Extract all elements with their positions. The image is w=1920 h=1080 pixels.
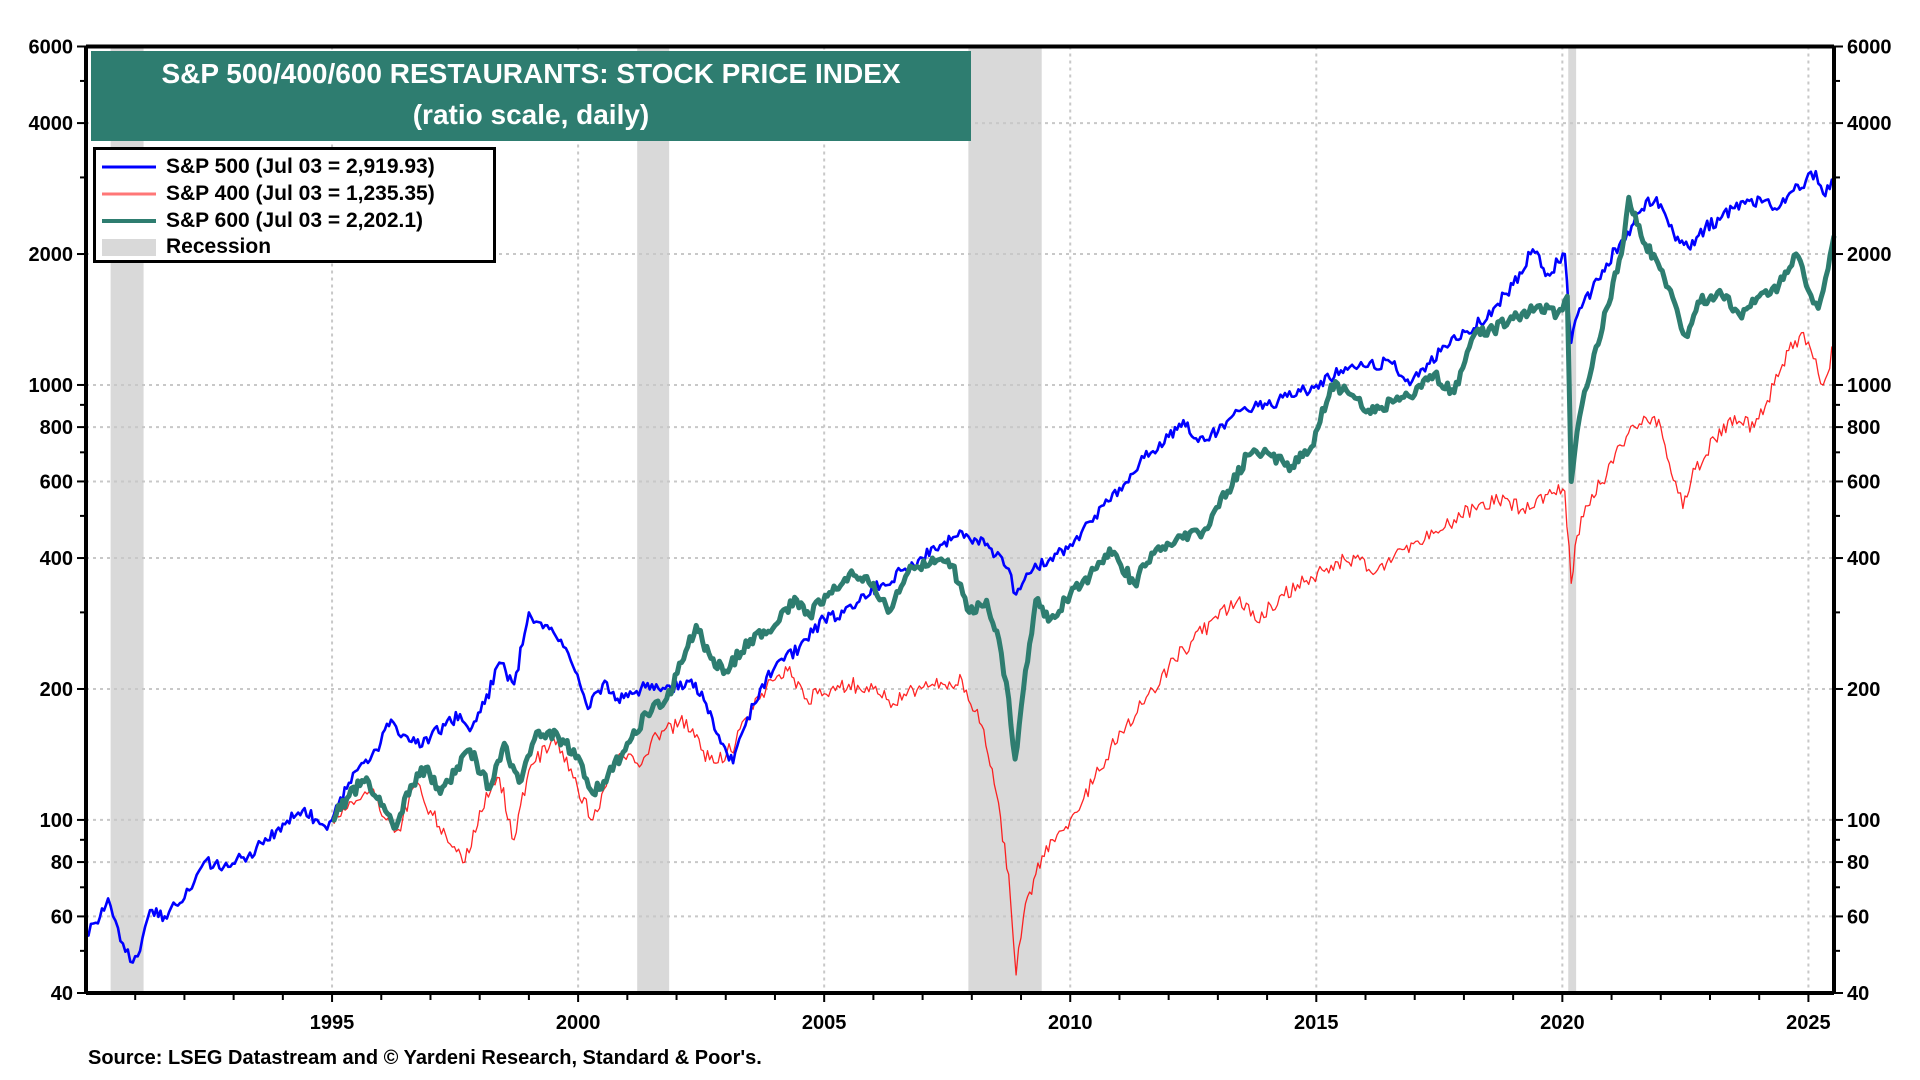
legend-item-sp500: S&P 500 (Jul 03 = 2,919.93) <box>102 154 435 180</box>
y-tick-label-left: 60 <box>51 906 73 928</box>
y-tick-label-right: 1000 <box>1847 375 1892 397</box>
y-tick-label-right: 800 <box>1847 417 1880 439</box>
x-tick-label: 2020 <box>1540 1012 1585 1034</box>
y-tick-label-left: 200 <box>40 679 73 701</box>
source-note: Source: LSEG Datastream and © Yardeni Re… <box>88 1047 762 1069</box>
legend-label-sp600: S&P 600 (Jul 03 = 2,202.1) <box>166 209 424 232</box>
y-tick-label-left: 4000 <box>29 113 74 135</box>
x-tick-label: 2015 <box>1294 1012 1339 1034</box>
y-tick-label-right: 100 <box>1847 810 1880 832</box>
recession-band <box>637 46 670 993</box>
legend-label-sp400: S&P 400 (Jul 03 = 1,235.35) <box>166 182 435 205</box>
recession-band <box>1568 46 1577 993</box>
y-tick-label-right: 2000 <box>1847 244 1892 266</box>
legend-swatch-sp400 <box>102 192 156 196</box>
legend-swatch-sp600 <box>102 219 156 223</box>
legend-item-recession: Recession <box>102 234 271 260</box>
legend-swatch-recession <box>102 239 156 256</box>
y-tick-label-right: 60 <box>1847 906 1869 928</box>
series-lines <box>85 169 1837 976</box>
legend-item-sp400: S&P 400 (Jul 03 = 1,235.35) <box>102 181 435 207</box>
y-tick-label-left: 800 <box>40 417 73 439</box>
series-line-sp600 <box>331 194 1837 831</box>
x-tick-label: 2025 <box>1786 1012 1831 1034</box>
series-line-sp400 <box>331 331 1835 976</box>
y-tick-label-right: 400 <box>1847 548 1880 570</box>
y-tick-label-right: 600 <box>1847 471 1880 493</box>
y-tick-label-right: 40 <box>1847 983 1869 1005</box>
chart-title: S&P 500/400/600 RESTAURANTS: STOCK PRICE… <box>161 58 901 89</box>
y-tick-label-left: 40 <box>51 983 73 1005</box>
chart-title-box: S&P 500/400/600 RESTAURANTS: STOCK PRICE… <box>91 51 971 141</box>
y-tick-label-right: 4000 <box>1847 113 1892 135</box>
y-tick-label-right: 200 <box>1847 679 1880 701</box>
recession-band <box>968 46 1042 993</box>
y-tick-label-left: 100 <box>40 810 73 832</box>
x-tick-label: 2005 <box>802 1012 847 1034</box>
y-tick-label-left: 1000 <box>29 375 74 397</box>
legend-item-sp600: S&P 600 (Jul 03 = 2,202.1) <box>102 208 423 234</box>
y-tick-label-right: 6000 <box>1847 37 1892 59</box>
x-tick-label: 2000 <box>556 1012 601 1034</box>
x-tick-label: 1995 <box>310 1012 355 1034</box>
legend-label-recession: Recession <box>166 235 272 258</box>
axes: 40 40 60 60 80 80 100 100 200 200 400 400 600 600 800 8… <box>29 37 1892 1035</box>
gridlines <box>86 46 1834 993</box>
y-tick-label-left: 80 <box>51 852 73 874</box>
legend-swatch-sp500 <box>102 165 156 169</box>
y-tick-label-left: 2000 <box>29 244 74 266</box>
series-line-sp500 <box>85 169 1836 964</box>
chart-subtitle: (ratio scale, daily) <box>412 99 650 130</box>
legend: S&P 500 (Jul 03 = 2,919.93) S&P 400 (Jul… <box>93 147 496 263</box>
legend-label-sp500: S&P 500 (Jul 03 = 2,919.93) <box>166 155 435 178</box>
y-tick-label-left: 400 <box>40 548 73 570</box>
y-tick-label-right: 80 <box>1847 852 1869 874</box>
y-tick-label-left: 600 <box>40 471 73 493</box>
y-tick-label-left: 6000 <box>29 37 74 59</box>
x-tick-label: 2010 <box>1048 1012 1093 1034</box>
